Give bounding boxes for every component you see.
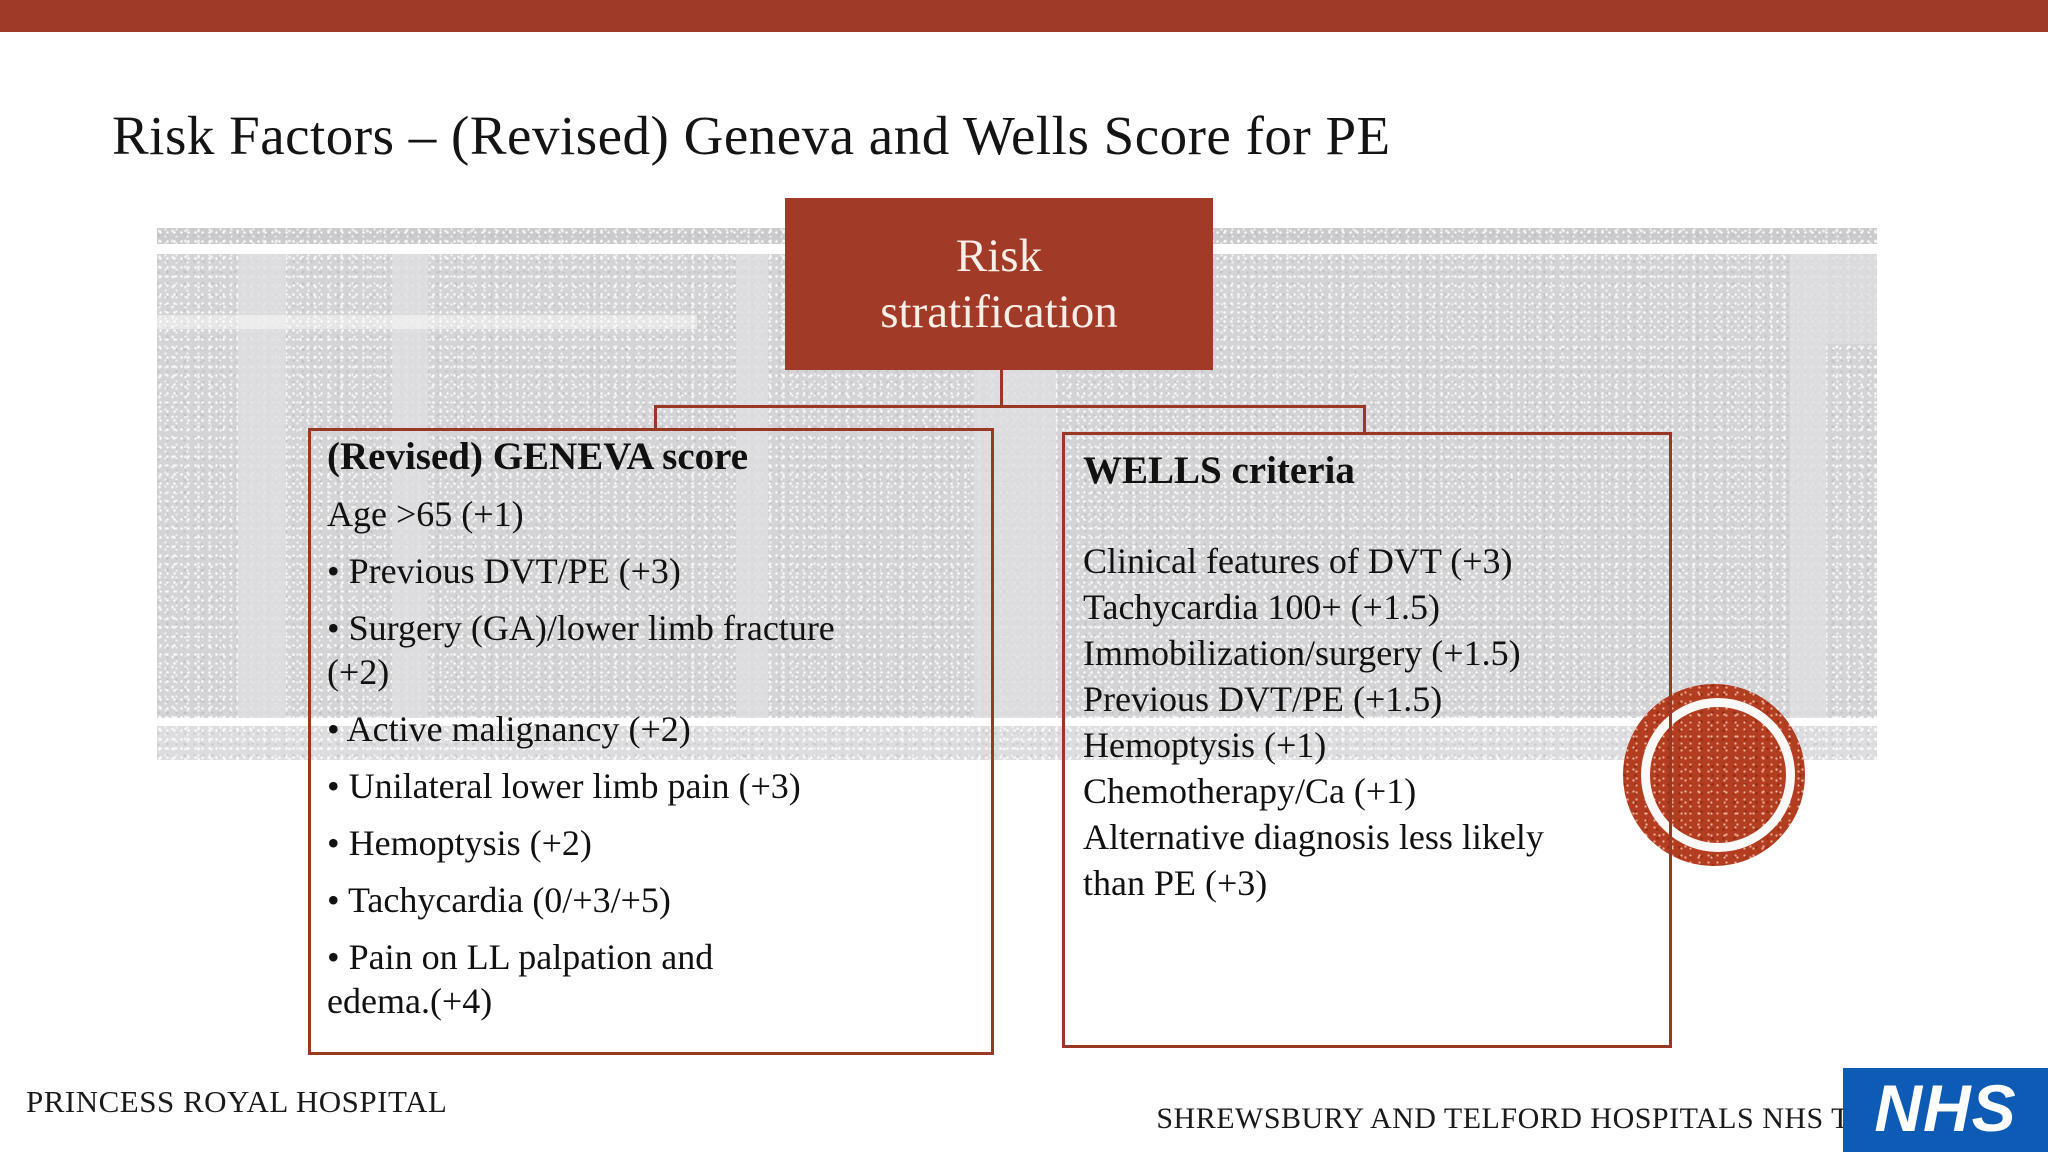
geneva-item: • Unilateral lower limb pain (+3)	[327, 766, 801, 806]
top-accent-bar	[0, 0, 2048, 32]
geneva-item: • Surgery (GA)/lower limb fracture (+2)	[327, 608, 835, 692]
connector-horizontal	[654, 405, 1366, 408]
wells-item: Immobilization/surgery (+1.5)	[1083, 633, 1521, 673]
texture-strip-bottom	[157, 726, 1877, 760]
geneva-item: • Pain on LL palpation and edema.(+4)	[327, 937, 714, 1021]
wells-spacer	[1083, 494, 1651, 538]
wells-criteria-box: WELLS criteria Clinical features of DVT …	[1062, 432, 1672, 1048]
decorative-white-ring	[1641, 698, 1795, 852]
texture-column	[1790, 254, 1826, 718]
footer-hospital-name: PRINCESS ROYAL HOSPITAL	[26, 1084, 448, 1119]
geneva-score-box: (Revised) GENEVA score Age >65 (+1) • Pr…	[308, 428, 994, 1055]
texture-streak	[157, 315, 697, 329]
geneva-item: • Active malignancy (+2)	[327, 709, 691, 749]
geneva-item: • Tachycardia (0/+3/+5)	[327, 880, 671, 920]
footer-trust-name: SHREWSBURY AND TELFORD HOSPITALS NHS T	[1156, 1102, 1850, 1135]
risk-stratification-label: Risk stratification	[880, 229, 1118, 338]
wells-item: Clinical features of DVT (+3)	[1083, 541, 1513, 581]
wells-item: Chemotherapy/Ca (+1)	[1083, 771, 1417, 811]
wells-header: WELLS criteria	[1083, 449, 1355, 492]
texture-patch	[1826, 254, 1877, 344]
texture-column	[736, 254, 768, 718]
geneva-header: (Revised) GENEVA score	[327, 435, 749, 478]
wells-item: Hemoptysis (+1)	[1083, 725, 1327, 765]
texture-column	[238, 254, 286, 718]
nhs-logo-text: NHS	[1874, 1071, 2017, 1145]
connector-drop-right	[1363, 405, 1366, 435]
geneva-item: • Hemoptysis (+2)	[327, 823, 592, 863]
connector-drop-left	[654, 405, 657, 431]
wells-item: Previous DVT/PE (+1.5)	[1083, 679, 1443, 719]
nhs-logo: NHS	[1843, 1068, 2048, 1152]
geneva-item: • Previous DVT/PE (+3)	[327, 551, 681, 591]
texture-column	[392, 254, 428, 718]
wells-item: Tachycardia 100+ (+1.5)	[1083, 587, 1440, 627]
connector-stub	[1000, 370, 1003, 407]
wells-item: Alternative diagnosis less likely than P…	[1083, 817, 1544, 903]
slide-title: Risk Factors – (Revised) Geneva and Well…	[112, 105, 1391, 166]
risk-stratification-node: Risk stratification	[785, 198, 1213, 370]
geneva-item: Age >65 (+1)	[327, 494, 524, 534]
